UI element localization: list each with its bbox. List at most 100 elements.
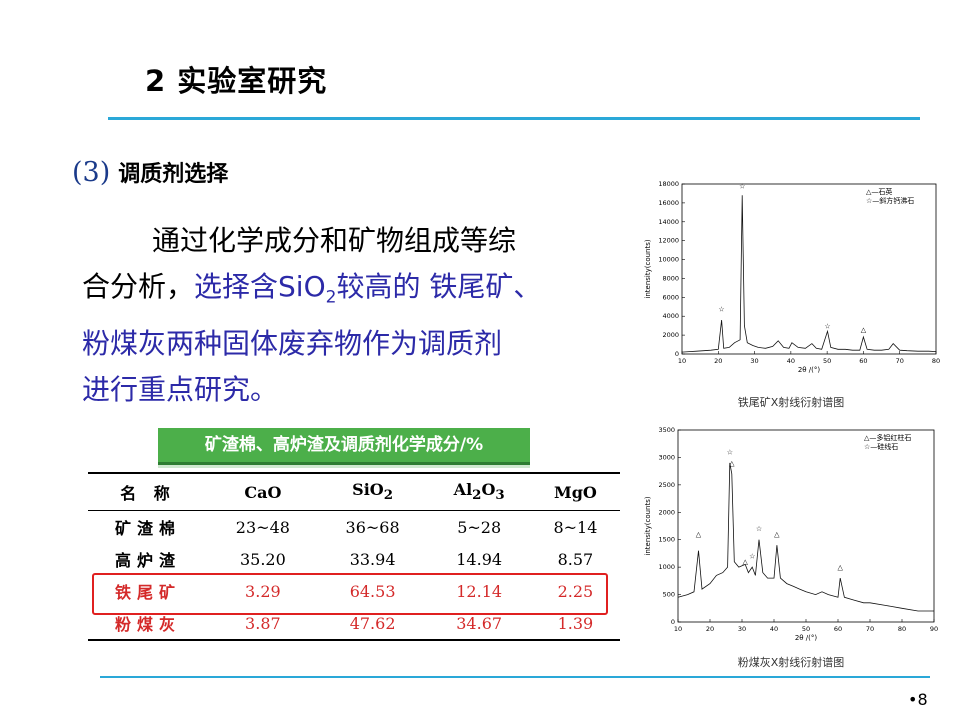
body-line-2-sub: 2: [325, 287, 337, 308]
plot-frame: [681, 183, 937, 355]
body-line-2-black: 合分析，: [82, 270, 195, 303]
y-tick-label: 0: [675, 350, 679, 358]
row-name: 铁尾矿: [114, 583, 181, 602]
peak-marker: ☆: [824, 322, 830, 330]
title-divider: [108, 117, 920, 120]
cell-mgo: 8.57: [557, 549, 594, 569]
y-tick-label: 2500: [658, 481, 675, 489]
peak-marker: △: [774, 531, 780, 539]
table-row: 粉煤灰 3.87 47.62 34.67 1.39: [88, 607, 620, 641]
cell-sio2: 47.62: [317, 607, 428, 641]
header-name: 名 称: [88, 472, 208, 511]
y-tick-label: 10000: [658, 256, 679, 264]
x-tick-label: 60: [834, 625, 842, 633]
cell-cao: 3.29: [245, 581, 281, 601]
chart-caption: 粉煤灰X射线衍射谱图: [737, 656, 845, 669]
y-tick-label: 1000: [658, 563, 675, 571]
section-number: (3): [72, 157, 111, 188]
y-tick-label: 4000: [662, 312, 679, 320]
composition-table: 名 称 CaO SiO2 Al2O3 MgO 矿渣棉 23~48 36~68 5…: [88, 472, 620, 641]
y-tick-label: 0: [671, 618, 675, 626]
cell-mgo: 8~14: [553, 517, 598, 537]
y-axis-label: intensity(counts): [644, 239, 652, 298]
peak-marker: △: [861, 326, 867, 334]
x-tick-label: 70: [866, 625, 874, 633]
header-cao: CaO: [208, 472, 318, 511]
body-line-3: 粉煤灰两种固体废弃物作为调质剂: [82, 326, 503, 360]
y-tick-label: 12000: [658, 237, 679, 245]
peak-marker: ☆: [739, 183, 745, 191]
cell-mgo: 2.25: [557, 581, 594, 601]
cell-sio2: 36~68: [345, 517, 400, 537]
x-tick-label: 30: [738, 625, 746, 633]
y-tick-label: 18000: [658, 180, 679, 188]
table-title: 矿渣棉、高炉渣及调质剂化学成分/%: [158, 428, 530, 465]
legend-entry: ☆—斜方钙沸石: [866, 196, 914, 205]
x-tick-label: 70: [896, 357, 904, 365]
y-tick-label: 14000: [658, 218, 679, 226]
row-name: 矿渣棉: [114, 519, 181, 538]
xrd-chart-fly-ash-svg: 10 20 30 40 50 60 70 80 90 0 500 1000 1500 2000 2500 30…: [644, 426, 938, 642]
x-tick-label: 40: [787, 357, 795, 365]
x-tick-label: 10: [674, 625, 682, 633]
x-tick-label: 50: [823, 357, 831, 365]
y-tick-label: 3000: [658, 453, 675, 461]
x-tick-label: 80: [898, 625, 906, 633]
body-line-2-blue-a: 选择含SiO: [194, 270, 326, 303]
y-tick-label: 2000: [662, 331, 679, 339]
peak-marker: △: [729, 459, 735, 467]
cell-cao: 23~48: [235, 517, 290, 537]
peak-marker: △: [743, 558, 749, 566]
cell-cao: 3.87: [208, 607, 318, 641]
section-heading: (3) 调质剂选择: [72, 156, 228, 188]
xrd-chart-fly-ash: 10 20 30 40 50 60 70 80 90 0 500 1000 1500 2000 2500 30…: [638, 424, 944, 670]
xrd-series-line: [681, 195, 937, 353]
xrd-series-line: [677, 462, 934, 612]
cell-sio2: 64.53: [349, 581, 396, 601]
peak-marker: ☆: [756, 525, 762, 533]
xrd-chart-iron-tailings-svg: 10 20 30 40 50 60 70 80 0 2000 4000 6000 8000 10000 12…: [644, 180, 940, 374]
header-al2o3: Al2O3: [427, 472, 531, 511]
y-tick-label: 16000: [658, 199, 679, 207]
body-line-2-blue-b: 较高的 铁尾矿、: [336, 270, 542, 303]
table-row: 高炉渣 35.20 33.94 14.94 8.57: [88, 543, 620, 575]
footer-divider: [100, 676, 930, 678]
header-sio2: SiO2: [317, 472, 428, 511]
y-tick-label: 3500: [658, 426, 675, 434]
peak-marker: ☆: [749, 553, 755, 561]
header-mgo: MgO: [530, 472, 620, 511]
legend-entry: △—多铝红柱石: [864, 433, 911, 442]
y-tick-label: 2000: [658, 508, 675, 516]
cell-al2o3: 5~28: [457, 517, 502, 537]
peak-marker: △: [838, 564, 844, 572]
x-tick-label: 80: [932, 357, 940, 365]
legend-entry: △—石英: [866, 187, 892, 196]
body-line-1: 通过化学成分和矿物组成等综: [152, 224, 517, 257]
y-tick-label: 6000: [662, 293, 679, 301]
page-number: •8: [908, 690, 928, 709]
x-tick-label: 30: [750, 357, 758, 365]
table-row: 矿渣棉 23~48 36~68 5~28 8~14: [88, 511, 620, 544]
xrd-chart-iron-tailings: 10 20 30 40 50 60 70 80 0 2000 4000 6000 8000 10000 12…: [638, 172, 944, 409]
y-tick-label: 1500: [658, 536, 675, 544]
peak-marker: ☆: [727, 448, 733, 456]
plot-frame: [677, 429, 935, 623]
x-tick-label: 20: [714, 357, 722, 365]
cell-al2o3: 34.67: [427, 607, 531, 641]
peak-marker: ☆: [718, 305, 724, 313]
x-tick-label: 90: [930, 625, 938, 633]
highlight-box: [92, 573, 608, 615]
body-paragraph: 通过化学成分和矿物组成等综 合分析，选择含SiO2较高的 铁尾矿、 粉煤灰两种固…: [82, 218, 622, 413]
x-axis-label: 2θ /(°): [798, 366, 821, 374]
y-axis-label: intensity(counts): [644, 496, 652, 555]
x-tick-label: 50: [802, 625, 810, 633]
x-tick-label: 60: [859, 357, 867, 365]
cell-cao: 35.20: [239, 549, 286, 569]
x-tick-label: 10: [678, 357, 686, 365]
chart-caption: 铁尾矿X射线衍射谱图: [737, 396, 845, 409]
cell-sio2: 33.94: [349, 549, 396, 569]
x-axis-label: 2θ /(°): [795, 634, 818, 642]
slide-title: 2 实验室研究: [145, 64, 328, 98]
y-tick-label: 500: [663, 591, 675, 599]
x-tick-label: 20: [706, 625, 714, 633]
